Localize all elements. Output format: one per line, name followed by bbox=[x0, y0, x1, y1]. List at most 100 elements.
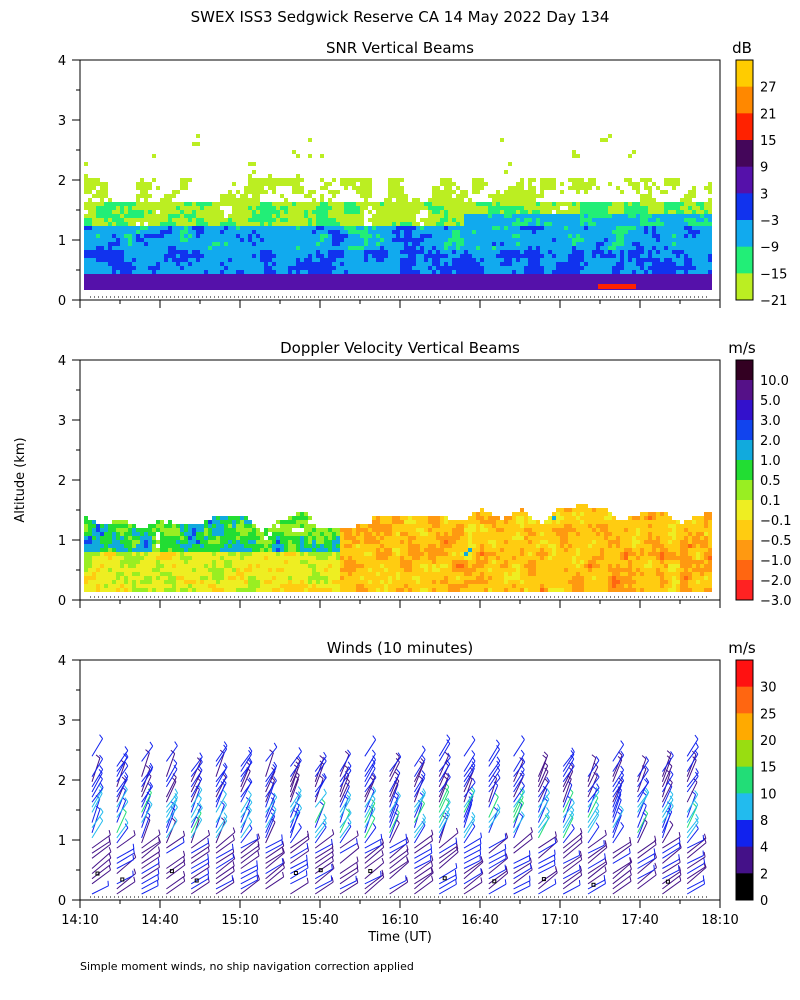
doppler-cell bbox=[204, 520, 208, 524]
doppler-cell bbox=[200, 536, 204, 540]
snr-cell bbox=[116, 246, 120, 250]
snr-cell bbox=[132, 238, 136, 242]
snr-cell bbox=[428, 274, 432, 278]
snr-cell bbox=[556, 254, 560, 258]
snr-cell bbox=[492, 198, 496, 202]
snr-cell bbox=[412, 262, 416, 266]
snr-cell bbox=[248, 214, 252, 218]
snr-cell bbox=[160, 234, 164, 238]
snr-cell bbox=[336, 246, 340, 250]
snr-cell bbox=[264, 254, 268, 258]
snr-cell bbox=[256, 234, 260, 238]
snr-cell bbox=[624, 202, 628, 206]
snr-cell bbox=[260, 258, 264, 262]
snr-cell bbox=[156, 262, 160, 266]
snr-cell bbox=[652, 270, 656, 274]
snr-cell bbox=[320, 222, 324, 226]
snr-cell bbox=[148, 254, 152, 258]
snr-cell bbox=[108, 198, 112, 202]
doppler-cell bbox=[108, 536, 112, 540]
snr-cell bbox=[244, 266, 248, 270]
snr-cell bbox=[88, 250, 92, 254]
snr-cell bbox=[96, 286, 100, 290]
snr-cell bbox=[332, 218, 336, 222]
snr-cell bbox=[444, 282, 448, 286]
doppler-cell bbox=[300, 556, 304, 560]
snr-cell bbox=[552, 242, 556, 246]
doppler-cell bbox=[284, 576, 288, 580]
doppler-cell bbox=[240, 584, 244, 588]
snr-cell bbox=[524, 198, 528, 202]
snr-cell bbox=[140, 178, 144, 182]
snr-cell bbox=[212, 278, 216, 282]
snr-cell bbox=[696, 226, 700, 230]
doppler-cell bbox=[168, 560, 172, 564]
snr-cell bbox=[244, 186, 248, 190]
snr-cell bbox=[268, 250, 272, 254]
doppler-cell bbox=[200, 528, 204, 532]
doppler-cell bbox=[152, 536, 156, 540]
snr-cell bbox=[616, 234, 620, 238]
doppler-cell bbox=[140, 548, 144, 552]
snr-cell bbox=[508, 238, 512, 242]
snr-cell bbox=[364, 286, 368, 290]
snr-cell bbox=[324, 182, 328, 186]
snr-title: SNR Vertical Beams bbox=[326, 39, 474, 57]
snr-cell bbox=[400, 198, 404, 202]
doppler-cell bbox=[160, 568, 164, 572]
snr-cell bbox=[480, 270, 484, 274]
doppler-cell bbox=[192, 564, 196, 568]
snr-cell bbox=[212, 226, 216, 230]
snr-cell bbox=[700, 242, 704, 246]
snr-cell bbox=[652, 214, 656, 218]
snr-cell bbox=[128, 238, 132, 242]
snr-cell bbox=[144, 278, 148, 282]
doppler-cell bbox=[312, 572, 316, 576]
snr-cell bbox=[676, 218, 680, 222]
doppler-cell bbox=[148, 532, 152, 536]
snr-cell bbox=[368, 230, 372, 234]
snr-cell bbox=[312, 234, 316, 238]
snr-cell bbox=[528, 262, 532, 266]
doppler-cell bbox=[168, 544, 172, 548]
snr-cell bbox=[548, 238, 552, 242]
snr-cell bbox=[208, 282, 212, 286]
snr-cell bbox=[624, 242, 628, 246]
snr-cell bbox=[288, 270, 292, 274]
snr-cell bbox=[556, 222, 560, 226]
snr-cell bbox=[264, 226, 268, 230]
doppler-cell bbox=[216, 520, 220, 524]
snr-cell bbox=[96, 274, 100, 278]
snr-cell bbox=[704, 230, 708, 234]
doppler-cell bbox=[200, 552, 204, 556]
doppler-cell bbox=[288, 532, 292, 536]
snr-cell bbox=[572, 154, 576, 158]
snr-cell bbox=[296, 286, 300, 290]
snr-cell bbox=[348, 222, 352, 226]
snr-cell bbox=[400, 262, 404, 266]
doppler-cell bbox=[96, 572, 100, 576]
snr-cell bbox=[260, 178, 264, 182]
doppler-cell bbox=[228, 560, 232, 564]
snr-cell bbox=[552, 178, 556, 182]
snr-cell bbox=[408, 262, 412, 266]
snr-cell bbox=[104, 222, 108, 226]
snr-cell bbox=[376, 246, 380, 250]
snr-cell bbox=[516, 214, 520, 218]
snr-cell bbox=[504, 170, 508, 174]
snr-cell bbox=[136, 230, 140, 234]
snr-cell bbox=[680, 246, 684, 250]
snr-cell bbox=[152, 242, 156, 246]
snr-cell bbox=[152, 206, 156, 210]
doppler-cell bbox=[300, 548, 304, 552]
snr-cell bbox=[532, 198, 536, 202]
doppler-cell bbox=[196, 524, 200, 528]
snr-cell bbox=[232, 214, 236, 218]
snr-cell bbox=[328, 222, 332, 226]
snr-cell bbox=[648, 198, 652, 202]
snr-cell bbox=[292, 274, 296, 278]
doppler-cell bbox=[300, 572, 304, 576]
snr-cell bbox=[532, 218, 536, 222]
doppler-title: Doppler Velocity Vertical Beams bbox=[280, 339, 520, 357]
snr-cell bbox=[428, 270, 432, 274]
